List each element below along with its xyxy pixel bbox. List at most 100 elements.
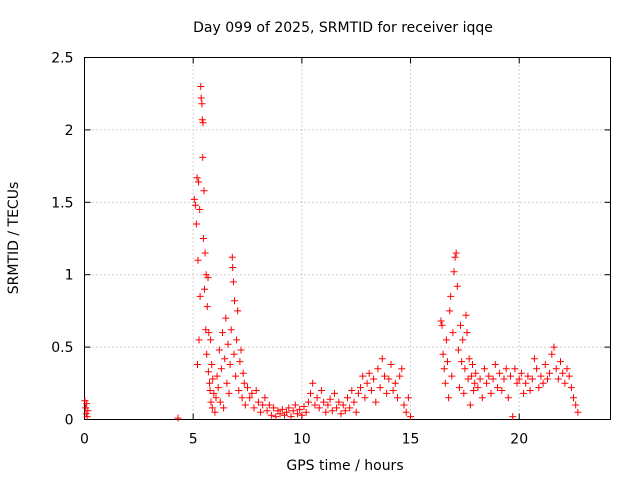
data-point [302, 408, 310, 416]
data-point [502, 365, 510, 373]
data-point [363, 379, 371, 387]
data-point [339, 401, 347, 409]
data-point [448, 372, 456, 380]
data-point [511, 365, 519, 373]
data-point [402, 408, 410, 416]
data-point [470, 387, 478, 394]
data-point [265, 401, 273, 409]
data-point [487, 389, 495, 397]
data-point [315, 404, 323, 412]
y-axis-label: SRMTID / TECUs [6, 182, 22, 295]
data-point [324, 401, 332, 409]
data-point [489, 375, 497, 383]
data-point [201, 249, 209, 257]
data-point [250, 404, 258, 412]
data-point [478, 394, 486, 402]
data-point [197, 83, 205, 90]
data-point [205, 329, 213, 337]
data-point [535, 384, 543, 392]
data-point [404, 394, 412, 402]
data-point [504, 394, 512, 402]
x-axis-label: GPS time / hours [286, 458, 403, 474]
data-point [452, 249, 460, 257]
data-point [204, 274, 212, 282]
data-point [533, 365, 541, 373]
data-point [82, 410, 90, 418]
data-point [300, 403, 308, 410]
data-point [466, 401, 474, 409]
data-point [357, 384, 364, 392]
data-point [304, 398, 312, 406]
data-point [554, 375, 562, 383]
data-point [462, 311, 470, 319]
data-point [361, 394, 369, 402]
data-point [227, 326, 235, 334]
data-point [445, 394, 453, 402]
data-point [559, 369, 567, 377]
data-point [311, 401, 319, 409]
data-point [439, 350, 447, 358]
data-point [294, 410, 301, 418]
data-point [552, 365, 560, 373]
data-point [298, 411, 306, 419]
data-point [320, 398, 328, 406]
data-point [203, 303, 211, 311]
data-point [398, 365, 406, 373]
data-point [546, 369, 554, 377]
data-point [206, 387, 214, 394]
data-point [442, 336, 450, 344]
data-point [195, 178, 203, 186]
data-point [202, 326, 210, 334]
data-point [213, 372, 221, 380]
data-point [226, 361, 234, 368]
data-point [374, 365, 382, 373]
data-point [190, 195, 198, 203]
data-point [528, 375, 536, 383]
data-point [222, 314, 230, 322]
data-point [341, 407, 349, 415]
data-point [461, 365, 469, 373]
data-point [359, 372, 367, 380]
data-point [192, 220, 200, 228]
data-point [548, 350, 556, 358]
data-point [230, 350, 238, 358]
data-point [240, 379, 248, 387]
data-point [480, 365, 488, 373]
data-point [344, 394, 351, 402]
data-point [209, 375, 217, 383]
data-point [223, 379, 231, 387]
data-point [539, 379, 547, 387]
data-point [509, 413, 517, 421]
data-point [195, 336, 203, 344]
data-point [453, 282, 461, 290]
data-point [335, 398, 343, 406]
data-point [215, 346, 223, 354]
axis-ticks: 0 0.5 1 1.5 2 2.5 0 5 10 15 20 [51, 51, 611, 448]
data-point [216, 398, 224, 406]
data-point [550, 343, 558, 351]
data-point [322, 408, 330, 416]
data-point [352, 408, 360, 416]
data-point [259, 401, 267, 409]
data-point [224, 340, 232, 348]
data-point [199, 235, 207, 242]
data-point [283, 408, 291, 416]
data-point [483, 379, 491, 387]
data-point [570, 394, 577, 402]
data-point [333, 404, 341, 412]
data-point [291, 401, 299, 409]
data-point [289, 407, 297, 415]
data-point [201, 285, 208, 293]
data-point [471, 379, 479, 387]
data-point [391, 379, 399, 387]
data-point [567, 384, 575, 392]
x-tick-label: 15 [402, 432, 420, 448]
chart-title: Day 099 of 2025, SRMTID for receiver iqq… [193, 20, 493, 36]
data-point [174, 414, 182, 422]
data-point [465, 355, 473, 363]
data-point [457, 321, 464, 329]
data-point [544, 375, 551, 383]
y-tick-label: 0.5 [51, 340, 73, 356]
data-point [437, 317, 445, 325]
data-point [376, 384, 384, 392]
